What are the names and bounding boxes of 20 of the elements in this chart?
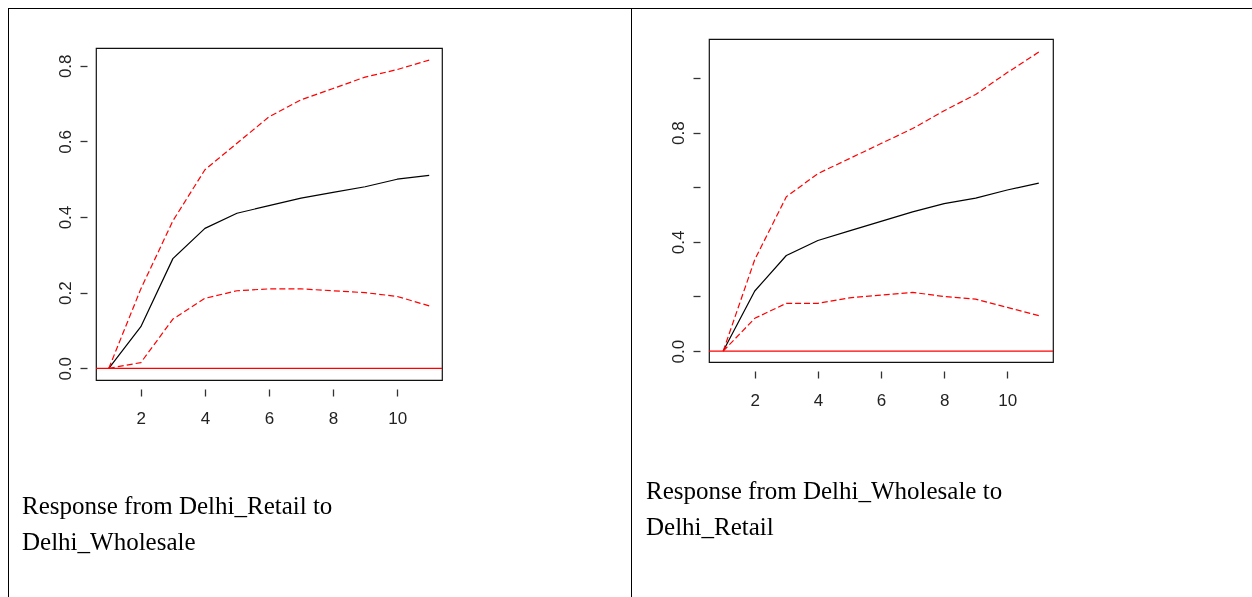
y-tick-label: 0.8: [55, 54, 75, 79]
x-tick-label: 8: [939, 390, 950, 410]
x-tick-label: 4: [813, 390, 824, 410]
text: Response from Delhi_Retail to Delhi_Wholesale: [22, 491, 334, 557]
y-tick-label: 0.2: [55, 281, 75, 305]
text: Response from Delhi_Wholesale to Delhi_Retail: [646, 476, 1004, 542]
x-tick-label: 8: [328, 408, 339, 428]
x-tick-label: 6: [876, 390, 887, 410]
y-tick-label: 0.4: [55, 205, 75, 230]
y-tick-label: 0.8: [668, 121, 688, 145]
x-tick-label: 2: [136, 408, 147, 428]
y-tick-label: 0.6: [55, 130, 75, 154]
y-tick-label: 0.4: [668, 230, 688, 255]
y-tick-label: 0.0: [55, 356, 75, 381]
x-tick-label: 6: [264, 408, 275, 428]
x-tick-label: 10: [998, 390, 1018, 410]
x-tick-label: 2: [750, 390, 760, 410]
x-tick-label: 4: [200, 408, 211, 428]
y-tick-label: 0.0: [668, 339, 688, 364]
x-tick-label: 10: [388, 408, 408, 428]
